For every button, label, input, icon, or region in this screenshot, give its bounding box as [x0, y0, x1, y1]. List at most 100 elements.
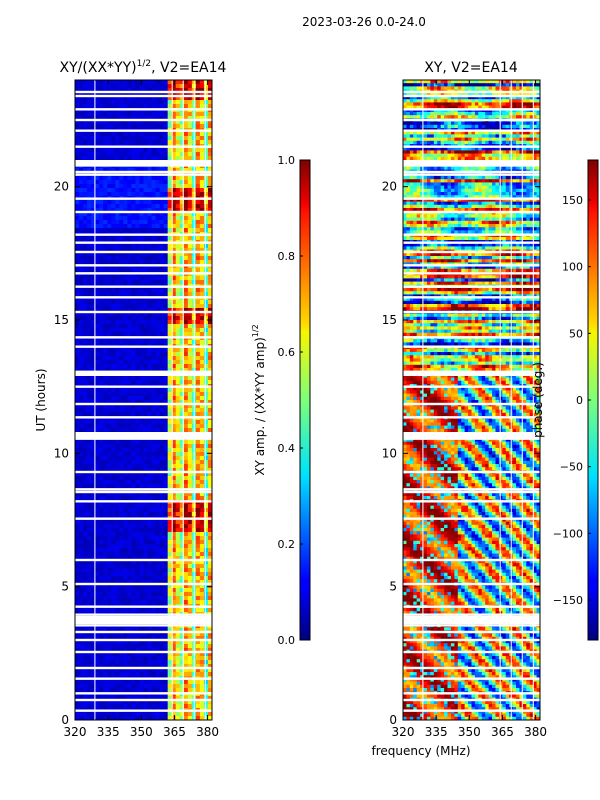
- colorbar-tick-label: −100: [553, 527, 583, 540]
- flagged-row: [75, 296, 212, 299]
- flagged-row: [75, 385, 212, 388]
- flagged-row: [403, 129, 540, 132]
- x-tick-label: 335: [97, 725, 120, 739]
- flagged-row: [75, 416, 212, 419]
- y-tick-label: 5: [389, 580, 397, 594]
- flagged-row: [403, 336, 540, 339]
- flagged-row: [403, 250, 540, 254]
- flagged-channel: [422, 80, 424, 720]
- flagged-row: [403, 605, 540, 608]
- y-tick-label: 15: [54, 313, 69, 327]
- flagged-row: [75, 490, 212, 494]
- flagged-row: [403, 173, 540, 176]
- flagged-row: [75, 677, 212, 680]
- y-tick-label: 20: [54, 180, 69, 194]
- amp-heatmap: [75, 80, 212, 720]
- flagged-row: [403, 709, 540, 712]
- flagged-row: [403, 170, 540, 174]
- flagged-block: [403, 160, 540, 167]
- flagged-channel: [171, 80, 173, 720]
- flagged-row: [75, 692, 212, 695]
- flagged-row: [75, 94, 212, 98]
- flagged-block: [75, 616, 212, 624]
- colorbar-tick-label: 0.8: [278, 250, 296, 263]
- flagged-row: [75, 264, 212, 267]
- flagged-row: [75, 285, 212, 288]
- flagged-row: [75, 272, 212, 275]
- flagged-row: [75, 558, 212, 562]
- colorbar-tick-label: 0.4: [278, 442, 296, 455]
- flagged-row: [75, 624, 212, 627]
- flagged-row: [75, 233, 212, 236]
- y-tick-label: 5: [61, 580, 69, 594]
- colorbar-tick-label: 150: [562, 194, 583, 207]
- colorbar-tick-label: 100: [562, 261, 583, 274]
- flagged-row: [75, 605, 212, 608]
- flagged-channel: [94, 80, 96, 720]
- x-tick-label: 380: [524, 725, 547, 739]
- flagged-row: [403, 470, 540, 474]
- figure-suptitle: 2023-03-26 0.0-24.0: [302, 15, 426, 29]
- amp-panel: XY/(XX*YY)1/2, V2=EA14 320 335 350 365 380 0…: [34, 59, 227, 739]
- phase-panel: XY, V2=EA14 320 335 350 365 380 0 5 10 15 20: [382, 60, 547, 739]
- flagged-row: [75, 90, 212, 94]
- flagged-row: [403, 310, 540, 314]
- flagged-row: [75, 630, 212, 634]
- phase-axes-frame: [402, 79, 541, 721]
- flagged-row: [403, 692, 540, 695]
- flagged-row: [75, 108, 212, 111]
- flagged-block: [75, 370, 212, 376]
- flagged-row: [75, 709, 212, 712]
- flagged-row: [75, 310, 212, 314]
- x-tick-label: 350: [130, 725, 153, 739]
- amp-y-axis: 0 5 10 15 20: [54, 180, 212, 727]
- flagged-row: [403, 345, 540, 348]
- colorbar-tick-label: 1.0: [278, 154, 296, 167]
- amp-colorbar-bar: [299, 159, 311, 641]
- colorbar-tick-label: 0.2: [278, 538, 296, 551]
- flagged-row: [403, 285, 540, 288]
- y-tick-label: 15: [382, 313, 397, 327]
- flagged-row: [75, 517, 212, 520]
- flagged-row: [75, 210, 212, 214]
- flagged-row: [75, 250, 212, 254]
- flagged-block: [403, 616, 540, 624]
- y-tick-label: 0: [61, 713, 69, 727]
- flagged-row: [403, 517, 540, 520]
- flagged-row: [403, 677, 540, 680]
- flagged-row: [403, 500, 540, 503]
- x-tick-label: 320: [64, 725, 87, 739]
- flagged-row: [75, 666, 212, 670]
- flagged-row: [75, 613, 212, 616]
- flagged-row: [403, 264, 540, 267]
- flagged-row: [403, 490, 540, 494]
- flagged-row: [403, 145, 540, 148]
- flagged-row: [75, 197, 212, 200]
- flagged-row: [403, 197, 540, 200]
- phase-colorbar-label: phase (deg.): [531, 362, 545, 438]
- x-tick-label: 350: [458, 725, 481, 739]
- amp-colorbar-label: XY amp. / (XX*YY amp)1/2: [251, 324, 267, 475]
- flagged-row: [403, 90, 540, 94]
- flagged-row: [75, 470, 212, 474]
- flagged-block: [75, 160, 212, 167]
- flagged-row: [75, 129, 212, 132]
- flagged-row: [403, 272, 540, 275]
- flagged-row: [75, 638, 212, 642]
- flagged-row: [403, 666, 540, 670]
- flagged-row: [403, 650, 540, 654]
- flagged-row: [75, 173, 212, 176]
- flagged-row: [403, 638, 540, 642]
- flagged-row: [403, 624, 540, 627]
- y-tick-label: 10: [54, 446, 69, 460]
- flagged-row: [75, 582, 212, 586]
- flagged-row: [403, 94, 540, 98]
- flagged-row: [403, 630, 540, 634]
- flagged-row: [75, 336, 212, 339]
- flagged-block: [403, 370, 540, 376]
- flagged-row: [403, 698, 540, 702]
- flagged-channel: [499, 80, 501, 720]
- flagged-row: [75, 145, 212, 148]
- flagged-channel: [521, 80, 523, 720]
- amp-x-axis: 320 335 350 365 380: [64, 80, 219, 739]
